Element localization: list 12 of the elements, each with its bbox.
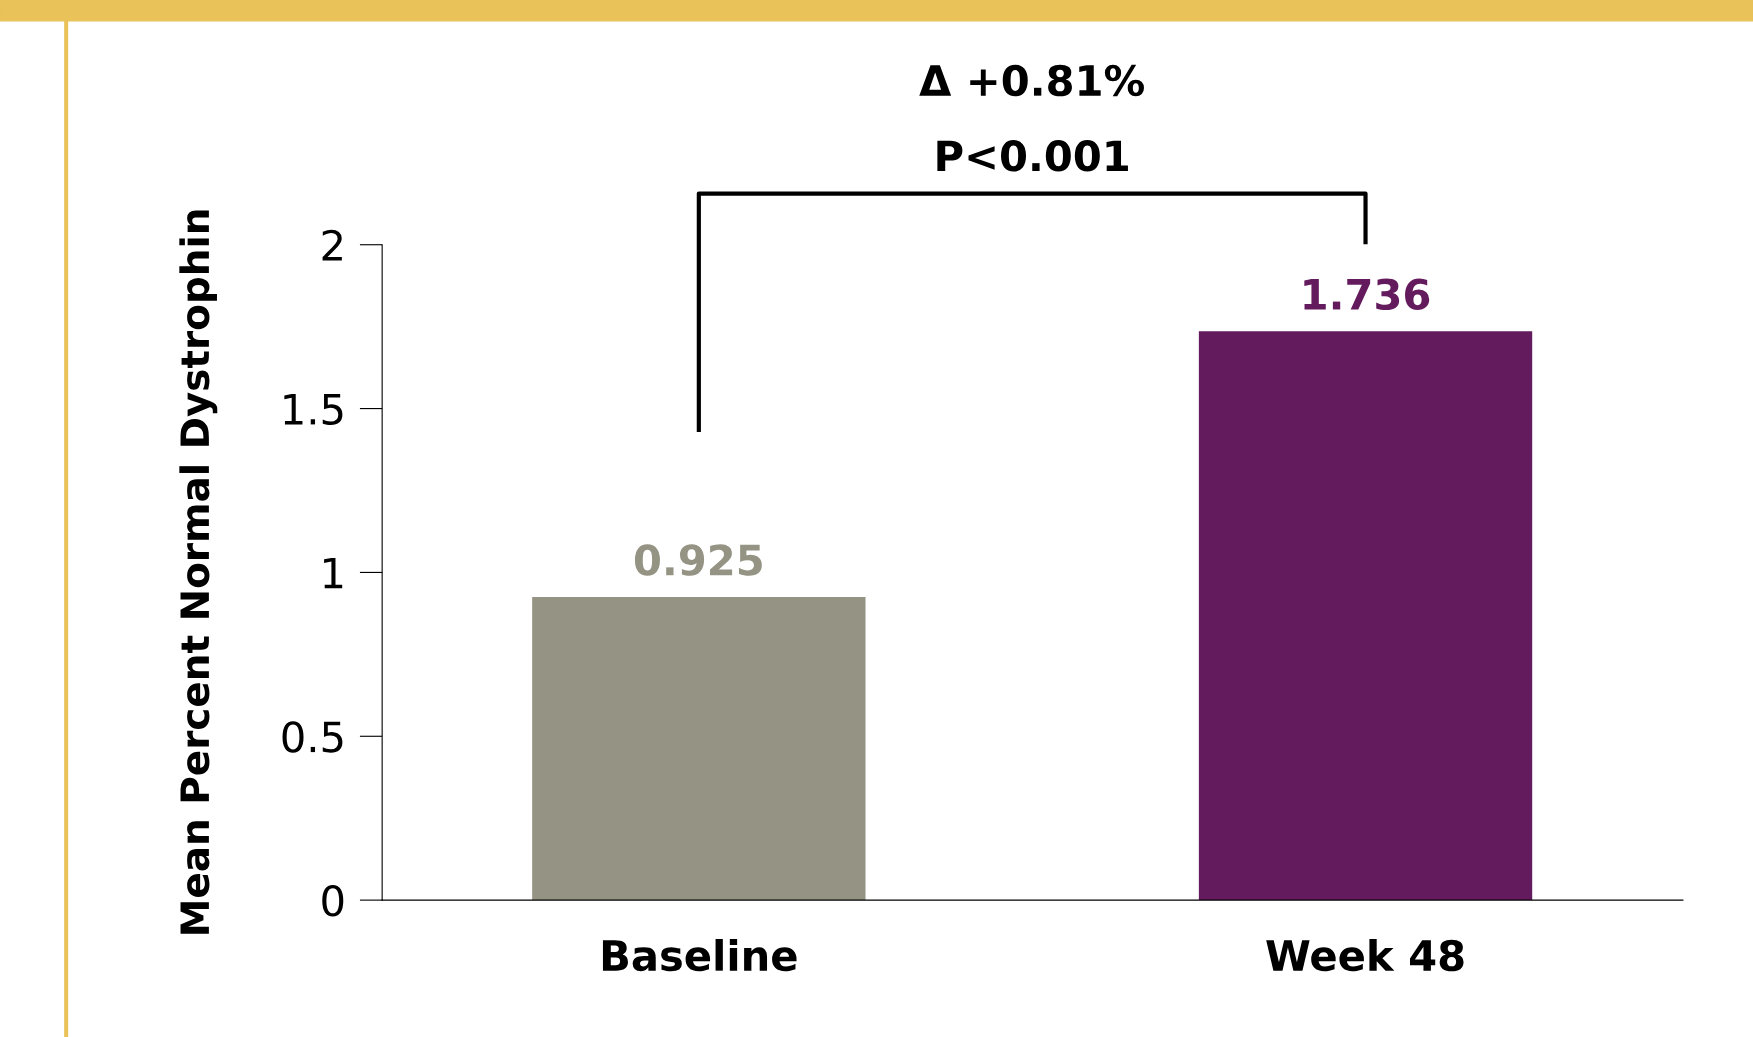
text: Δ +0.81% bbox=[919, 64, 1144, 97]
text: P<0.001 bbox=[937, 140, 1128, 172]
y-tick-label: 1 bbox=[324, 557, 343, 589]
y-tick-label: 0 bbox=[322, 885, 344, 917]
y-axis-title: Mean Percent Normal Dystrophin bbox=[179, 210, 218, 934]
y-tick-label: 0.5 bbox=[282, 721, 343, 753]
x-tick-label: Week 48 bbox=[1266, 939, 1464, 972]
y-tick-label: 1.5 bbox=[284, 394, 343, 425]
data-label: 1.736 bbox=[1304, 278, 1430, 311]
x-tick-label: Baseline bbox=[602, 939, 797, 972]
data-label: 0.925 bbox=[634, 544, 762, 576]
y-tick-label: 2 bbox=[322, 229, 342, 261]
